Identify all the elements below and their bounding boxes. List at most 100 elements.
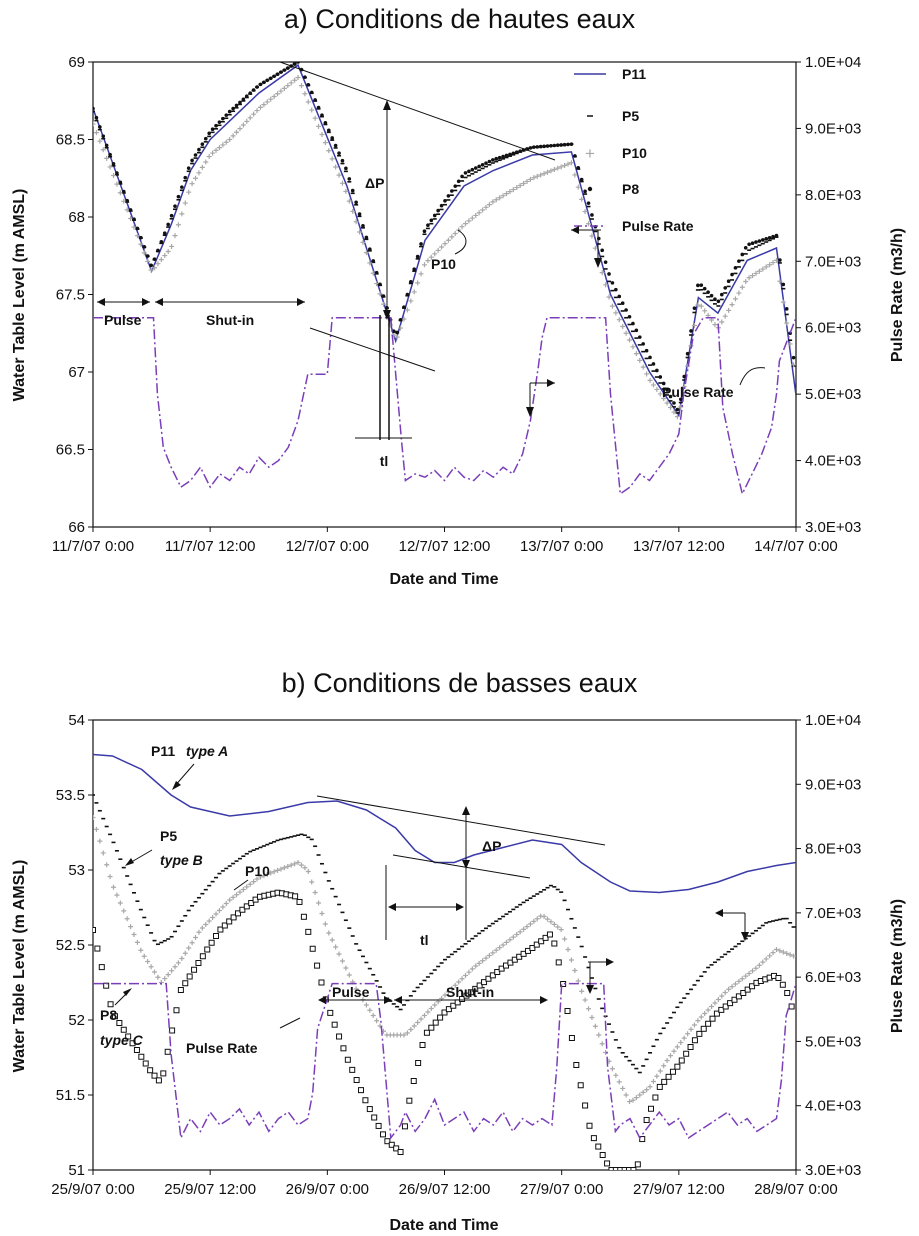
- chart-a-point-p10: [521, 180, 527, 186]
- chart-b-point-p10: [736, 978, 742, 984]
- chart-b-ytick-label: 52.5: [56, 937, 85, 954]
- chart-b-point-p10: [432, 1002, 438, 1008]
- chart-a-point-p10: [237, 126, 243, 132]
- chart-b-point-p10: [257, 874, 263, 880]
- chart-b-point-p10: [743, 973, 749, 979]
- chart-b-point-p8: [125, 1033, 132, 1040]
- chart-b-point-p10: [117, 900, 123, 906]
- chart-b-point-p8: [678, 1057, 685, 1064]
- chart-a-point-p8: [460, 174, 464, 179]
- chart-b-point-p8: [626, 1167, 633, 1170]
- chart-a-point-p8: [538, 144, 543, 149]
- chart-a-point-p10: [100, 147, 106, 153]
- chart-a-point-p10: [664, 400, 670, 406]
- chart-b-point-p10: [476, 960, 482, 966]
- chart-b-xtick-label: 25/9/07 0:00: [51, 1181, 134, 1198]
- chart-a-point-p10: [671, 409, 677, 415]
- chart-a-point-p8: [562, 142, 567, 147]
- chart-b-point-p10: [715, 997, 721, 1002]
- chart-a-point-p8: [620, 301, 625, 306]
- chart-b-point-p10: [524, 924, 530, 930]
- chart-b-point-p8: [221, 922, 228, 929]
- chart-a-point-p10: [165, 248, 171, 254]
- pulse-label: Pulse: [104, 312, 142, 328]
- chart-b-point-p8: [155, 1077, 162, 1084]
- chart-b-point-p10: [305, 869, 311, 874]
- chart-a-point-p8: [689, 329, 693, 333]
- chart-b-point-p8: [410, 1078, 417, 1084]
- shut-in-label: Shut-in: [206, 312, 254, 328]
- chart-b-point-p8: [239, 906, 246, 913]
- chart-a-point-p10: [210, 150, 216, 156]
- chart-a-point-p8: [784, 307, 789, 311]
- chart-b-point-p8: [621, 1167, 628, 1170]
- chart-a-point-p8: [214, 123, 218, 128]
- chart-a-point-p8: [115, 171, 119, 175]
- chart-b-point-p8: [656, 1083, 663, 1090]
- chart-a-line-pulse-rate: [93, 317, 796, 496]
- chart-a-point-p10: [527, 176, 533, 182]
- chart-a-point-p8: [750, 241, 755, 245]
- chart-b-point-p10: [189, 940, 195, 946]
- chart-b-point-p8: [292, 893, 299, 900]
- chart-a-point-p8: [514, 150, 519, 155]
- chart-a-point-p10: [490, 199, 496, 205]
- chart-b-point-p10: [227, 897, 233, 903]
- chart-a-point-p8: [303, 75, 307, 79]
- chart-b-point-p10: [719, 993, 725, 999]
- chart-a-point-p10: [736, 290, 742, 296]
- chart-a-point-p10: [647, 377, 653, 383]
- chart-a-point-p8: [439, 203, 444, 208]
- chart-b-point-p10: [517, 929, 523, 935]
- chart-a-point-p8: [511, 151, 516, 156]
- chart-a-point-p8: [501, 154, 505, 159]
- legend-p8-swatch: [587, 186, 593, 192]
- chart-b-point-p10: [654, 1073, 660, 1079]
- chart-b-point-p8: [630, 1167, 637, 1170]
- chart-b-point-p10: [541, 914, 547, 919]
- chart-b-point-p10: [418, 1016, 424, 1022]
- chart-b-point-p8: [111, 1013, 118, 1020]
- chart-a-point-p8: [374, 270, 379, 275]
- chart-a-point-p8: [764, 237, 769, 241]
- chart-a-point-p8: [706, 290, 710, 294]
- chart-b-point-p8: [709, 1015, 716, 1022]
- chart-b-point-p8: [489, 972, 496, 979]
- chart-a-point-p10: [616, 317, 622, 323]
- chart-a-point-p10: [261, 102, 267, 108]
- chart-b-point-p10: [203, 922, 209, 927]
- chart-b-point-p10: [442, 992, 448, 998]
- chart-a-point-p10: [380, 301, 386, 307]
- chart-a-point-p8: [98, 125, 102, 129]
- chart-a-ytick-label: 66.5: [56, 442, 85, 459]
- chart-b-point-p10: [230, 894, 236, 900]
- chart-a-point-p8: [617, 294, 622, 299]
- chart-a-point-p10: [480, 207, 486, 213]
- chart-a-point-p8: [552, 143, 557, 148]
- chart-a-point-p8: [104, 143, 109, 148]
- chart-a-point-p10: [722, 313, 728, 319]
- chart-b-point-p8: [533, 941, 540, 948]
- chart-a-point-p10: [363, 250, 369, 256]
- chart-b-point-p10: [760, 959, 766, 965]
- chart-a-point-p10: [93, 121, 96, 127]
- p11-pointer-head: [172, 781, 181, 790]
- chart-a-point-p10: [240, 122, 246, 128]
- chart-b-point-p10: [278, 866, 284, 872]
- chart-a-point-p8: [603, 260, 608, 264]
- chart-a-point-p10: [175, 222, 181, 228]
- chart-b-point-p10: [668, 1053, 674, 1059]
- chart-a-point-p10: [285, 83, 291, 89]
- chart-b-point-p10: [162, 976, 168, 982]
- pulse-rate-pointer: [739, 367, 766, 386]
- chart-a-point-p10: [295, 75, 301, 80]
- chart-a-point-p10: [114, 181, 120, 187]
- chart-b-point-p10: [722, 990, 728, 995]
- chart-a-point-p8: [453, 184, 458, 188]
- chart-a-point-p10: [439, 244, 445, 250]
- chart-a-series-p10: [93, 75, 796, 420]
- chart-b-point-p10: [292, 861, 298, 867]
- chart-b-point-p8: [705, 1020, 712, 1027]
- delta-p-upper-line-b: [316, 795, 606, 846]
- chart-a-point-p8: [402, 305, 406, 309]
